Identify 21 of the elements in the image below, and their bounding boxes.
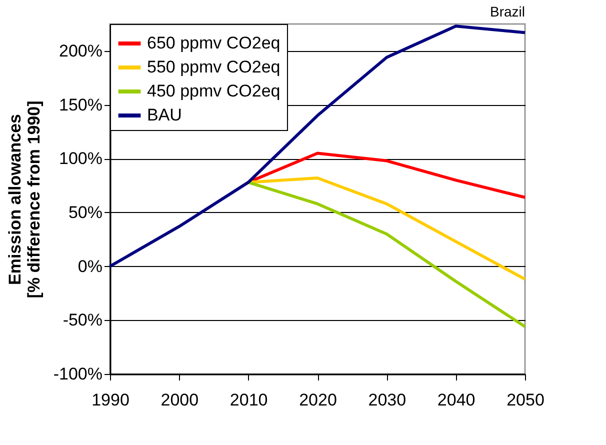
- line-series: [246, 180, 526, 328]
- y-tick-label: -50%: [62, 310, 102, 330]
- y-tick-label: 50%: [68, 202, 102, 222]
- y-tick-label: -100%: [53, 364, 102, 384]
- x-tick-label: 2040: [437, 390, 476, 410]
- legend-label: 550 ppmv CO2eq: [147, 58, 280, 76]
- legend-label: 450 ppmv CO2eq: [147, 82, 280, 100]
- y-tick-label: 0%: [78, 256, 102, 276]
- x-tick-label: 2000: [160, 390, 199, 410]
- x-tick-label: 2050: [506, 390, 544, 410]
- y-tick-label: 150%: [59, 95, 102, 114]
- y-tick-label: 100%: [59, 149, 102, 168]
- x-tick-label: 2030: [368, 390, 406, 410]
- x-tick-label: 1990: [92, 390, 130, 410]
- x-tick-label: 2020: [299, 390, 337, 410]
- legend-label: 650 ppmv CO2eq: [147, 34, 280, 52]
- x-tick-label: 2010: [230, 390, 268, 410]
- y-tick-label: 200%: [59, 41, 102, 60]
- legend-label: BAU: [147, 106, 182, 124]
- y-axis-title: Emission allowances [% difference from 1990]: [5, 100, 44, 298]
- chart-title: Brazil: [490, 4, 525, 20]
